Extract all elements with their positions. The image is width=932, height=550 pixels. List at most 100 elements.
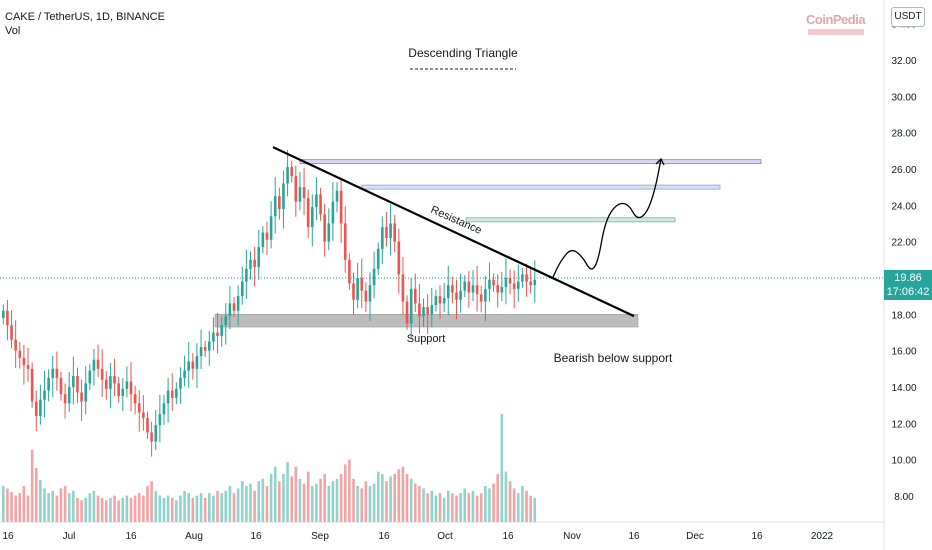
candle-body[interactable] bbox=[105, 379, 108, 389]
candle-body[interactable] bbox=[517, 281, 520, 289]
candle-body[interactable] bbox=[442, 297, 446, 304]
candle-body[interactable] bbox=[175, 388, 178, 398]
candle-body[interactable] bbox=[327, 223, 331, 242]
candle-body[interactable] bbox=[343, 223, 347, 260]
candle-body[interactable] bbox=[302, 187, 306, 199]
candle-body[interactable] bbox=[311, 207, 314, 228]
candle-body[interactable] bbox=[414, 288, 417, 304]
candle-body[interactable] bbox=[360, 277, 364, 291]
candle-body[interactable] bbox=[212, 332, 215, 342]
candle-body[interactable] bbox=[67, 386, 71, 404]
candle-body[interactable] bbox=[154, 425, 158, 442]
candle-body[interactable] bbox=[339, 190, 343, 224]
candle-body[interactable] bbox=[368, 285, 372, 302]
resistance-trendline[interactable] bbox=[272, 146, 635, 318]
candle-body[interactable] bbox=[405, 301, 409, 324]
candle-body[interactable] bbox=[183, 370, 186, 378]
candle-body[interactable] bbox=[335, 190, 339, 202]
candle-body[interactable] bbox=[22, 357, 26, 366]
candle-body[interactable] bbox=[72, 376, 75, 387]
volume-indicator-label[interactable]: Vol bbox=[5, 25, 21, 37]
support-zone[interactable] bbox=[214, 313, 639, 328]
candle-body[interactable] bbox=[220, 325, 223, 337]
candle-body[interactable] bbox=[179, 377, 182, 389]
candle-body[interactable] bbox=[199, 347, 203, 357]
candle-body[interactable] bbox=[492, 279, 495, 286]
candle-body[interactable] bbox=[323, 214, 326, 242]
candle-body[interactable] bbox=[397, 241, 401, 275]
candle-body[interactable] bbox=[446, 285, 450, 298]
candle-body[interactable] bbox=[269, 216, 273, 240]
candle-body[interactable] bbox=[479, 294, 483, 302]
candle-body[interactable] bbox=[43, 390, 46, 400]
candle-body[interactable] bbox=[282, 183, 285, 209]
candle-body[interactable] bbox=[455, 292, 458, 300]
candle-body[interactable] bbox=[133, 394, 137, 404]
candle-body[interactable] bbox=[203, 347, 207, 351]
candle-body[interactable] bbox=[364, 290, 368, 302]
candle-body[interactable] bbox=[484, 288, 487, 302]
candle-body[interactable] bbox=[232, 303, 236, 311]
candle-body[interactable] bbox=[496, 285, 499, 293]
candle-body[interactable] bbox=[109, 376, 112, 389]
candle-body[interactable] bbox=[381, 227, 384, 249]
candle-body[interactable] bbox=[488, 279, 491, 289]
candle-body[interactable] bbox=[319, 194, 322, 215]
candle-body[interactable] bbox=[63, 394, 67, 404]
candle-body[interactable] bbox=[166, 390, 170, 404]
candle-body[interactable] bbox=[356, 277, 359, 300]
candle-body[interactable] bbox=[162, 403, 166, 415]
candle-body[interactable] bbox=[84, 383, 87, 402]
candle-body[interactable] bbox=[401, 274, 405, 302]
candle-body[interactable] bbox=[158, 414, 162, 426]
candle-body[interactable] bbox=[273, 196, 277, 217]
target-zone-1[interactable] bbox=[299, 159, 762, 165]
candle-body[interactable] bbox=[2, 310, 5, 318]
candle-body[interactable] bbox=[286, 167, 289, 184]
currency-unit-button[interactable]: USDT bbox=[891, 7, 925, 27]
candle-body[interactable] bbox=[265, 232, 269, 240]
candle-body[interactable] bbox=[76, 376, 79, 393]
candle-body[interactable] bbox=[14, 339, 17, 351]
candle-body[interactable] bbox=[294, 176, 298, 202]
candle-body[interactable] bbox=[96, 359, 100, 369]
candle-body[interactable] bbox=[298, 187, 302, 202]
candle-body[interactable] bbox=[352, 283, 355, 300]
candle-body[interactable] bbox=[525, 274, 528, 282]
candle-body[interactable] bbox=[216, 332, 219, 337]
candle-body[interactable] bbox=[438, 296, 442, 304]
candle-body[interactable] bbox=[426, 307, 429, 315]
target-zone-2[interactable] bbox=[361, 184, 721, 190]
candle-body[interactable] bbox=[51, 368, 55, 378]
candle-body[interactable] bbox=[228, 303, 232, 317]
candle-body[interactable] bbox=[59, 377, 63, 395]
candle-body[interactable] bbox=[26, 365, 30, 369]
candle-body[interactable] bbox=[475, 285, 479, 295]
candle-body[interactable] bbox=[471, 285, 475, 293]
candle-body[interactable] bbox=[409, 288, 413, 324]
candle-body[interactable] bbox=[121, 388, 125, 397]
candle-body[interactable] bbox=[170, 390, 174, 398]
candle-body[interactable] bbox=[6, 310, 9, 326]
candle-body[interactable] bbox=[208, 341, 211, 351]
candle-body[interactable] bbox=[245, 268, 248, 282]
projection-path[interactable] bbox=[552, 158, 662, 278]
candle-body[interactable] bbox=[459, 290, 462, 300]
candle-body[interactable] bbox=[422, 307, 425, 317]
candle-body[interactable] bbox=[434, 296, 438, 306]
candle-body[interactable] bbox=[508, 277, 512, 284]
candle-body[interactable] bbox=[187, 361, 190, 371]
candle-body[interactable] bbox=[249, 259, 252, 269]
candle-body[interactable] bbox=[385, 227, 388, 238]
candle-body[interactable] bbox=[191, 361, 195, 369]
candle-body[interactable] bbox=[500, 287, 504, 293]
candle-body[interactable] bbox=[389, 223, 392, 238]
candle-body[interactable] bbox=[117, 383, 120, 397]
candle-body[interactable] bbox=[100, 368, 104, 380]
candle-body[interactable] bbox=[376, 248, 380, 269]
candle-body[interactable] bbox=[195, 356, 199, 369]
candle-body[interactable] bbox=[10, 325, 13, 340]
candle-body[interactable] bbox=[393, 223, 396, 242]
candle-body[interactable] bbox=[253, 259, 256, 268]
